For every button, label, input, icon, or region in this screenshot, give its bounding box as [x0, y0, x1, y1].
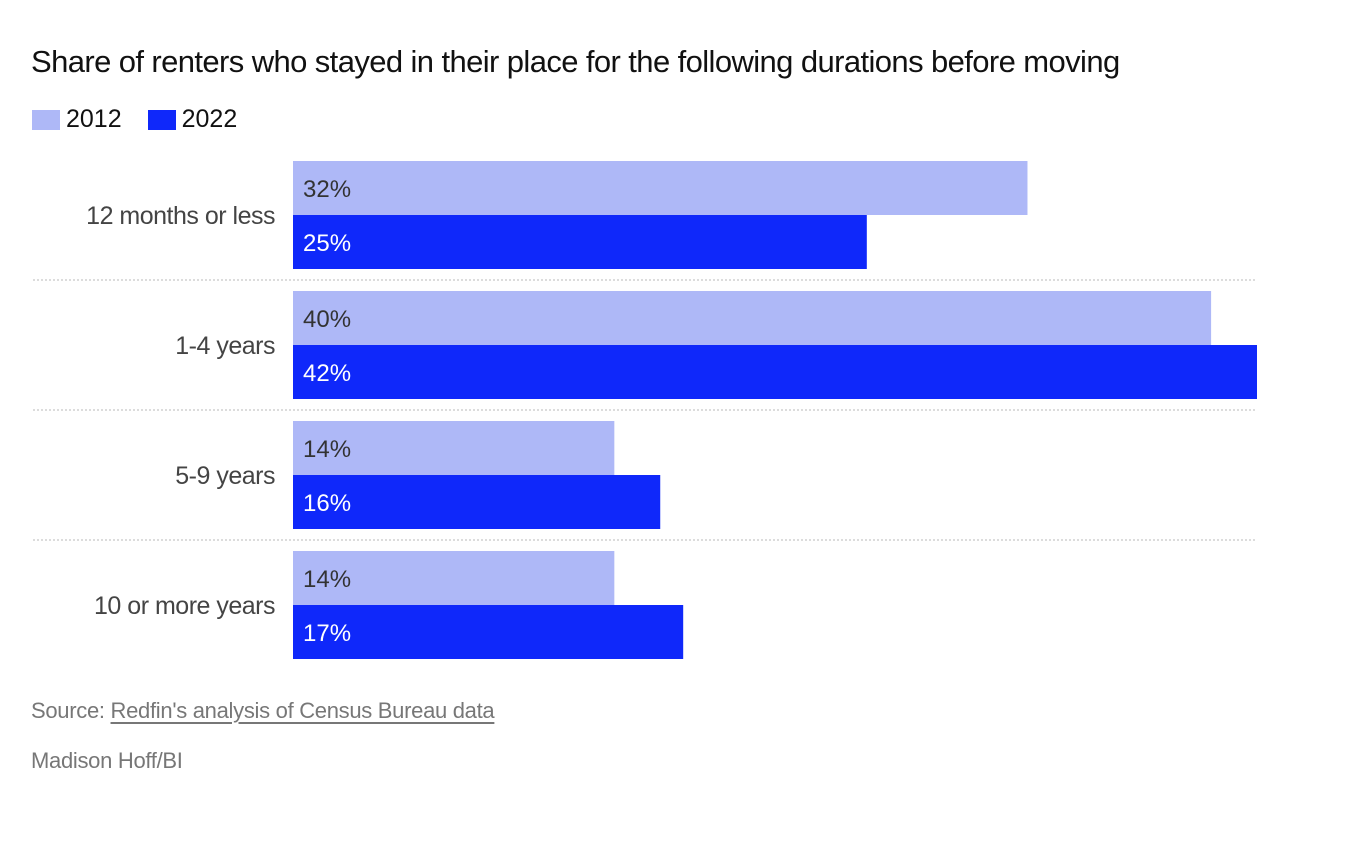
source-note: Source: Redfin's analysis of Census Bure… — [31, 698, 495, 724]
credit: Madison Hoff/BI — [31, 748, 183, 773]
legend: 2012 2022 — [32, 105, 263, 134]
category-label: 10 or more years — [94, 592, 275, 620]
legend-swatch-2022 — [147, 109, 176, 130]
legend-swatch-2012 — [32, 109, 60, 130]
bar-2012 — [293, 551, 615, 605]
data-label-2022: 16% — [303, 490, 351, 517]
bar-2022 — [293, 215, 867, 269]
data-label-2012: 32% — [303, 176, 351, 203]
data-label-2012: 14% — [303, 566, 351, 593]
bar-2022 — [293, 605, 684, 659]
source-prefix: Source: — [31, 698, 105, 723]
bar-2012 — [293, 421, 615, 475]
chart-title: Share of renters who stayed in their pla… — [31, 44, 1120, 79]
category-label: 12 months or less — [86, 202, 275, 230]
data-label-2012: 14% — [303, 436, 351, 463]
data-label-2022: 42% — [303, 360, 351, 387]
legend-item-2022: 2022 — [147, 105, 238, 134]
legend-item-2012: 2012 — [32, 105, 122, 134]
bar-2012 — [293, 291, 1212, 345]
data-label-2022: 25% — [303, 230, 351, 257]
bar-2022 — [293, 475, 661, 529]
data-label-2012: 40% — [303, 306, 351, 333]
source-link[interactable]: Redfin's analysis of Census Bureau data — [110, 698, 495, 723]
data-label-2022: 17% — [303, 620, 351, 647]
bar-2012 — [293, 161, 1028, 215]
bar-2022 — [293, 345, 1257, 399]
category-label: 5-9 years — [175, 462, 275, 490]
legend-label-2022: 2022 — [181, 105, 238, 133]
legend-label-2012: 2012 — [66, 105, 122, 133]
category-label: 1-4 years — [175, 332, 275, 360]
